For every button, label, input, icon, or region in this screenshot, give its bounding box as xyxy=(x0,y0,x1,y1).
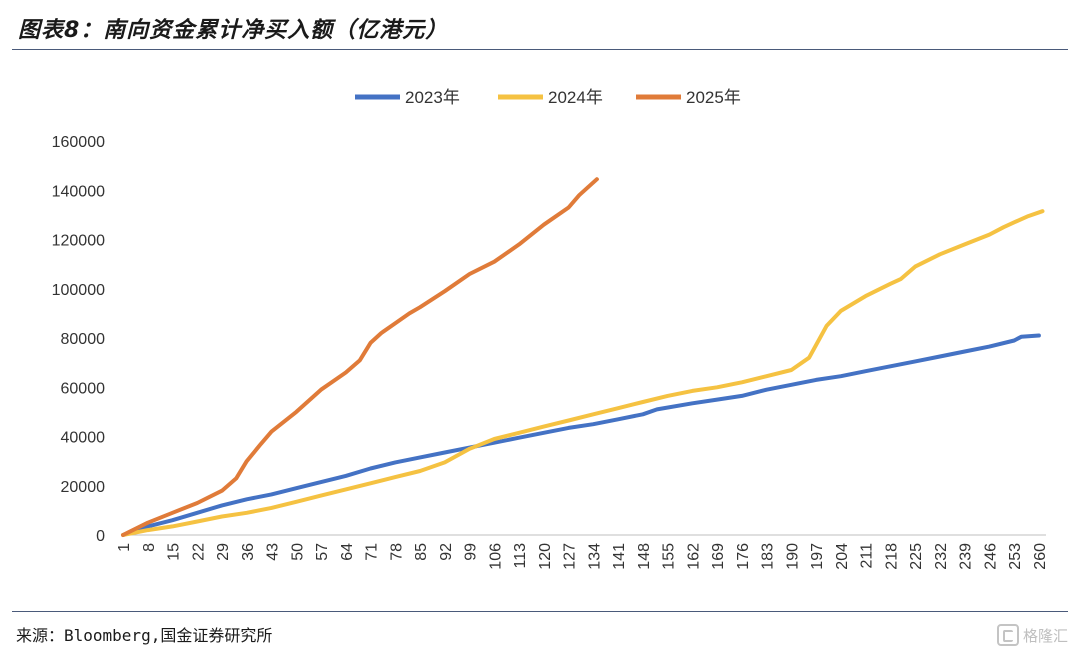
y-tick-label: 20000 xyxy=(61,479,106,496)
series-line-2023年 xyxy=(121,333,1041,537)
x-tick-label: 141 xyxy=(611,543,628,570)
source-note: 来源：Bloomberg,国金证券研究所 xyxy=(16,626,273,645)
x-tick-label: 211 xyxy=(859,543,876,569)
x-tick-label: 253 xyxy=(1007,543,1024,570)
y-tick-label: 60000 xyxy=(61,380,106,397)
x-tick-label: 43 xyxy=(265,543,282,561)
x-tick-label: 155 xyxy=(661,543,678,570)
x-tick-label: 246 xyxy=(982,543,999,570)
x-tick-label: 57 xyxy=(314,543,331,561)
x-tick-label: 1 xyxy=(116,543,133,552)
x-tick-label: 169 xyxy=(710,543,727,570)
y-tick-label: 40000 xyxy=(61,430,106,447)
x-tick-label: 85 xyxy=(413,543,430,561)
legend-label-2023年: 2023年 xyxy=(405,88,460,107)
line-chart: 0 20000 40000 60000 80000 100000 120000 140000 1… xyxy=(52,88,1049,570)
y-tick-label: 140000 xyxy=(52,183,105,200)
watermark-logo-icon xyxy=(996,624,1019,646)
x-tick-label: 29 xyxy=(215,543,232,561)
chart-title: 图表8：南向资金累计净买入额（亿港元） xyxy=(18,18,449,43)
series-line-2024年 xyxy=(121,209,1045,537)
series-line-2025年 xyxy=(121,177,599,537)
x-tick-label: 197 xyxy=(809,543,826,570)
x-tick-label: 190 xyxy=(784,543,801,570)
watermark-text: 格隆汇 xyxy=(1022,626,1068,645)
x-tick-label: 106 xyxy=(487,543,504,570)
legend-label-2025年: 2025年 xyxy=(686,88,741,107)
bottom-divider xyxy=(12,611,1068,612)
x-tick-label: 183 xyxy=(760,543,777,570)
x-tick-label: 99 xyxy=(463,543,480,561)
x-tick-label: 113 xyxy=(512,543,529,569)
x-tick-label: 15 xyxy=(166,543,183,561)
x-tick-label: 134 xyxy=(586,543,603,570)
y-tick-label: 0 xyxy=(96,528,105,545)
x-tick-label: 71 xyxy=(364,543,381,561)
x-tick-label: 239 xyxy=(958,543,975,570)
x-tick-label: 120 xyxy=(537,543,554,570)
y-tick-label: 160000 xyxy=(52,134,105,151)
x-tick-label: 36 xyxy=(240,543,257,561)
x-tick-label: 225 xyxy=(908,543,925,570)
x-tick-label: 260 xyxy=(1032,543,1049,570)
x-tick-label: 148 xyxy=(636,543,653,570)
legend-label-2024年: 2024年 xyxy=(548,88,603,107)
x-tick-label: 204 xyxy=(834,543,851,570)
x-tick-label: 78 xyxy=(388,543,405,561)
y-tick-label: 100000 xyxy=(52,282,105,299)
x-tick-label: 232 xyxy=(933,543,950,570)
x-tick-label: 127 xyxy=(562,543,579,570)
x-tick-label: 8 xyxy=(141,543,158,552)
x-tick-label: 92 xyxy=(438,543,455,561)
y-tick-label: 120000 xyxy=(52,233,105,250)
x-tick-label: 50 xyxy=(289,543,306,561)
x-tick-label: 218 xyxy=(883,543,900,570)
watermark: 格隆汇 xyxy=(996,624,1068,646)
x-tick-label: 64 xyxy=(339,543,356,561)
x-tick-label: 176 xyxy=(735,543,752,570)
x-tick-label: 162 xyxy=(685,543,702,570)
top-divider xyxy=(12,49,1068,50)
x-tick-label: 22 xyxy=(190,543,207,561)
y-tick-label: 80000 xyxy=(61,331,106,348)
